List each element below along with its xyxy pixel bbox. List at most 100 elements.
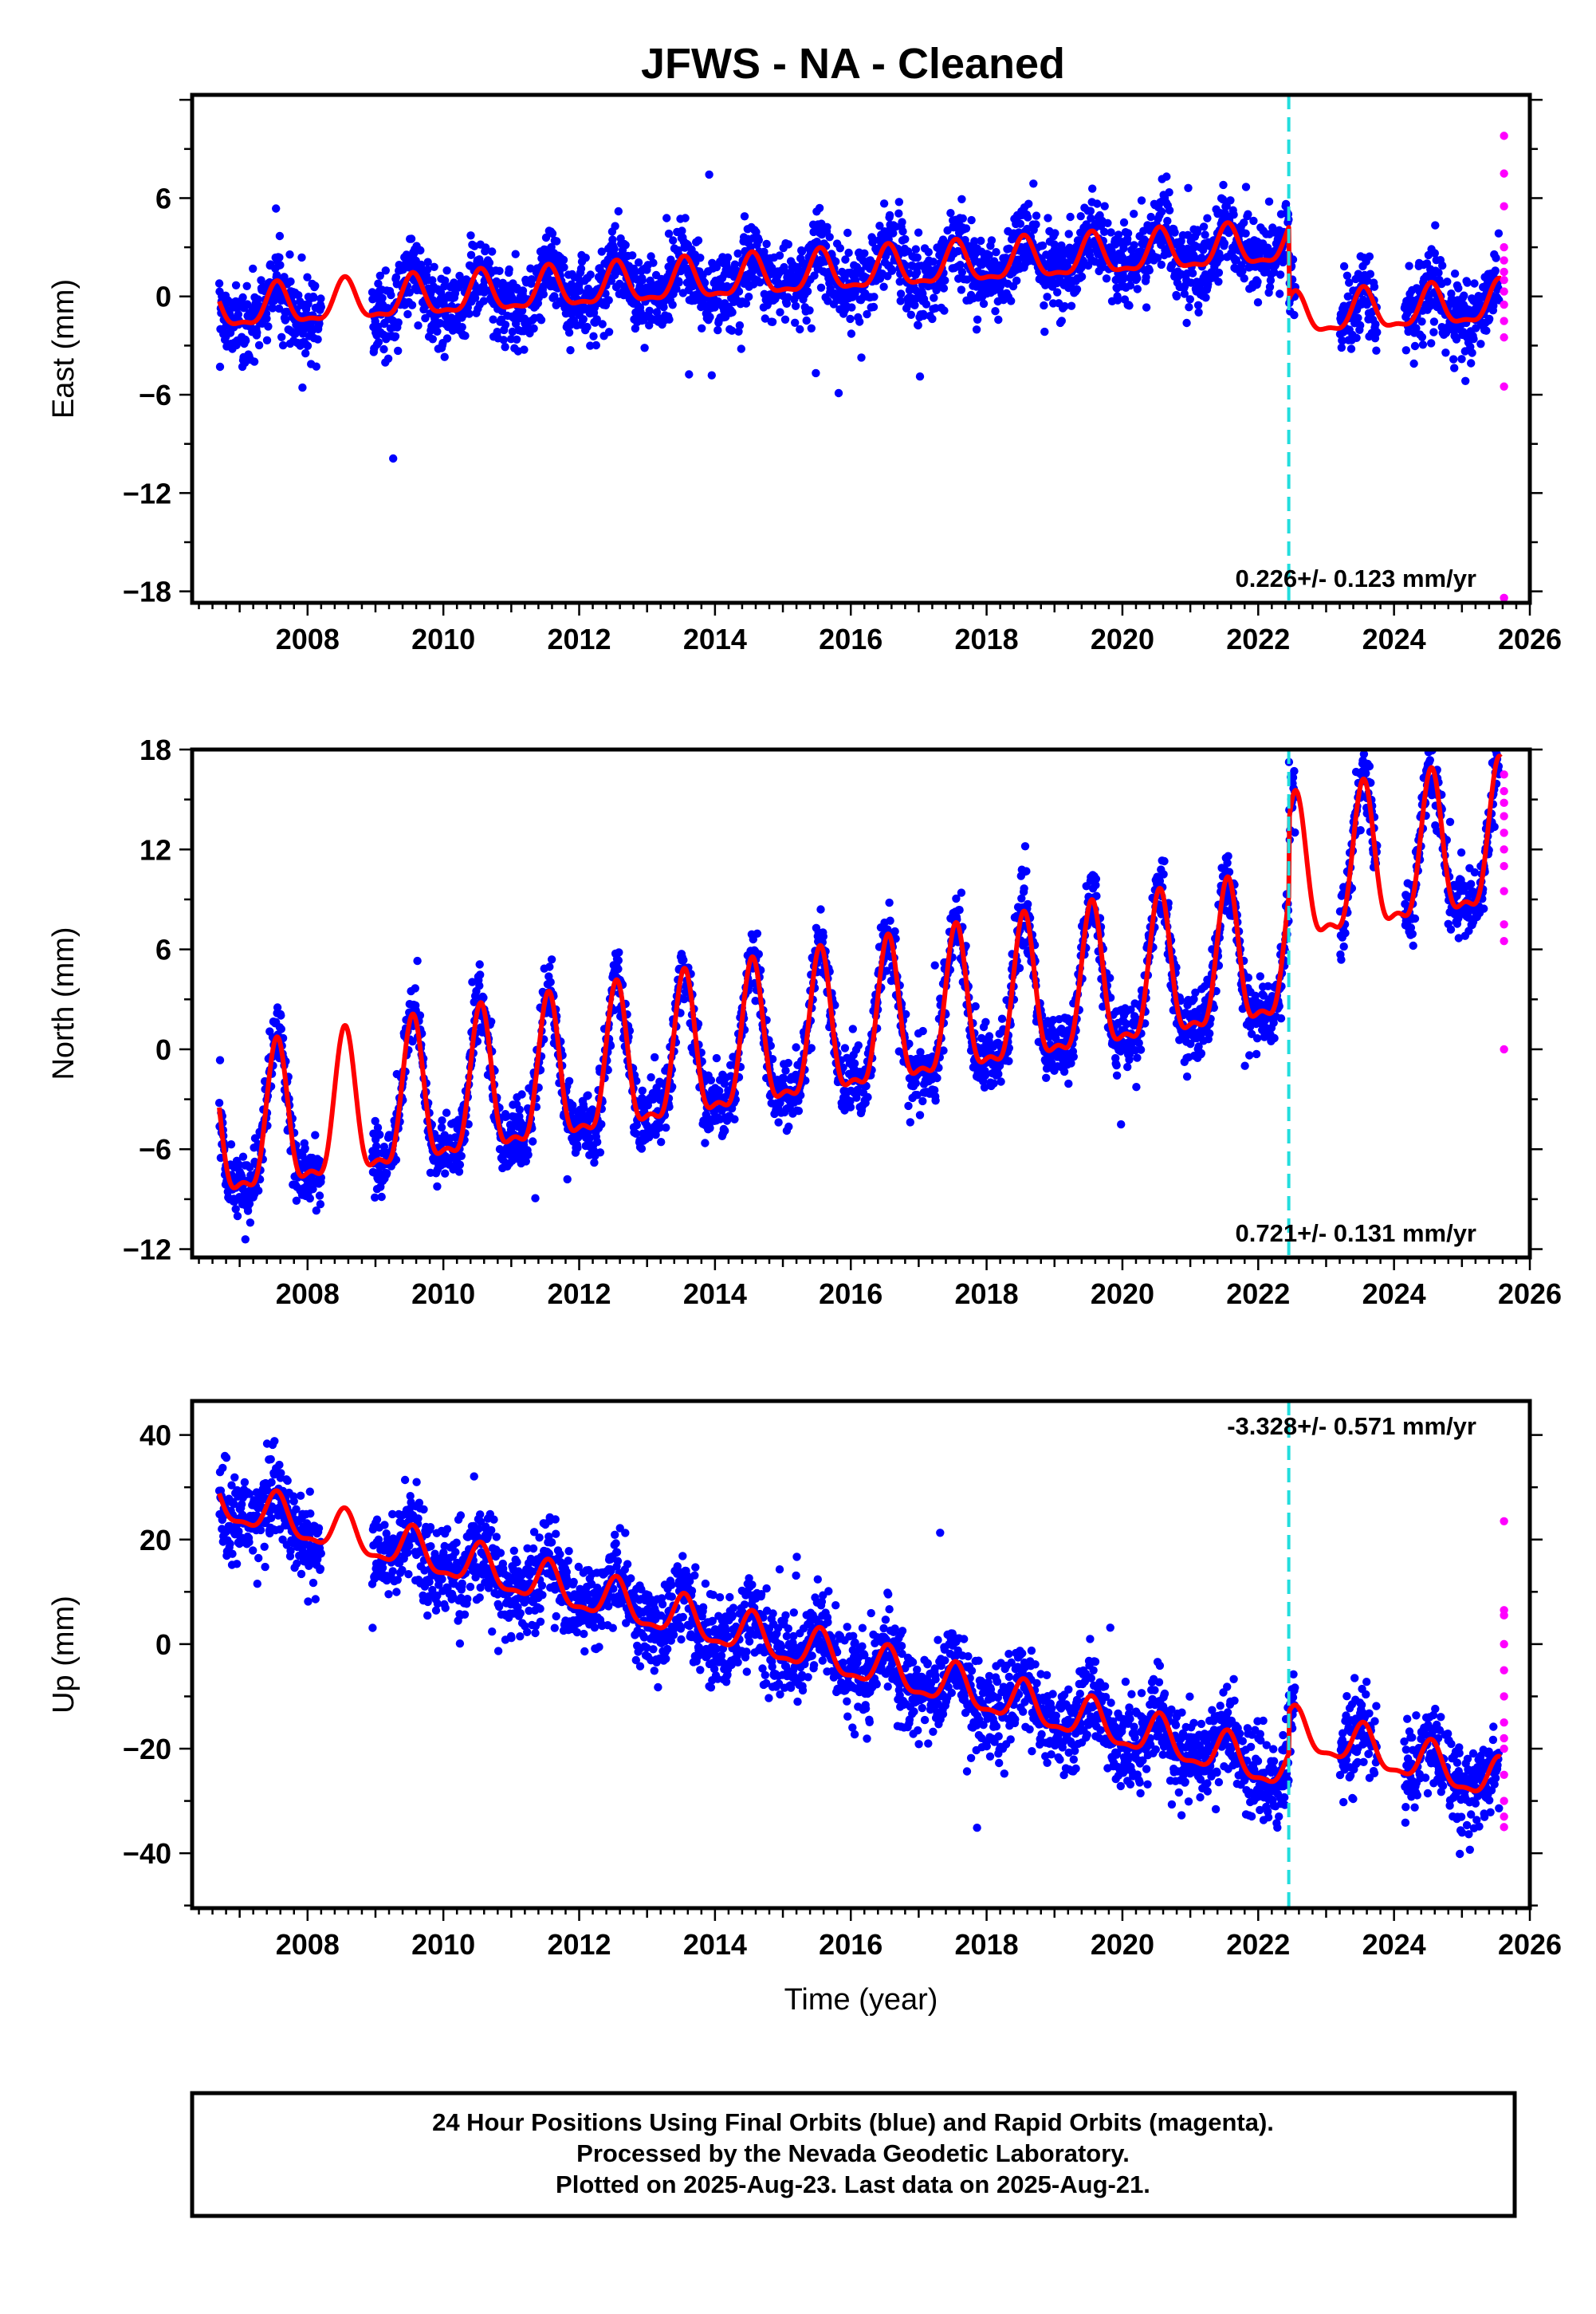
data-point [387, 290, 395, 300]
data-point [812, 368, 820, 378]
data-point [890, 927, 899, 936]
data-point [784, 1122, 793, 1131]
data-point [440, 352, 449, 361]
data-point [455, 1160, 465, 1169]
data-point [918, 1026, 927, 1036]
x-tick-label: 2014 [683, 623, 747, 655]
data-point [1188, 269, 1197, 277]
data-point [1417, 317, 1426, 326]
data-point [1219, 180, 1228, 190]
rapid-orbit-points [1500, 132, 1508, 603]
data-point [869, 302, 879, 312]
data-point [1356, 321, 1365, 330]
data-point [529, 324, 538, 333]
data-point [1193, 301, 1203, 309]
data-point [672, 285, 681, 293]
data-point [1467, 359, 1476, 368]
data-point [389, 454, 398, 463]
data-point [614, 956, 623, 965]
data-point [375, 271, 384, 280]
data-point [792, 1043, 800, 1052]
data-point [505, 265, 513, 274]
data-point [840, 1044, 850, 1053]
data-point [277, 1011, 285, 1020]
data-point [466, 250, 476, 259]
data-point [946, 209, 955, 218]
data-point [1240, 274, 1248, 283]
data-point [961, 224, 971, 233]
data-point [428, 276, 437, 285]
data-point [957, 285, 966, 294]
data-point [730, 1115, 739, 1124]
data-point [958, 214, 968, 223]
data-point [475, 982, 484, 990]
data-point [411, 984, 419, 993]
x-ticks [198, 604, 1531, 616]
data-point [547, 955, 556, 964]
data-point [1016, 219, 1025, 228]
data-point [879, 282, 888, 291]
data-point [375, 1130, 384, 1139]
data-point [940, 306, 949, 315]
data-point [286, 277, 295, 286]
data-point [423, 258, 432, 266]
data-point [1142, 303, 1151, 312]
x-tick-label: 2026 [1498, 623, 1562, 655]
data-point [489, 315, 497, 324]
data-point [664, 229, 674, 238]
data-point [668, 301, 677, 309]
data-point [294, 291, 303, 300]
data-point [1123, 229, 1133, 238]
data-point [1469, 334, 1478, 344]
data-point [1492, 254, 1500, 262]
data-point [1366, 270, 1375, 278]
data-point [285, 250, 294, 259]
data-point [539, 289, 548, 299]
data-point [1409, 359, 1418, 368]
data-point [253, 328, 261, 337]
data-point [303, 341, 313, 350]
x-tick-label: 2012 [547, 623, 611, 655]
data-point [1044, 214, 1052, 222]
data-point [1024, 213, 1032, 222]
data-point [1165, 188, 1173, 197]
data-point [1051, 229, 1059, 238]
data-point [1352, 333, 1361, 342]
data-point [374, 338, 383, 347]
data-point [662, 1124, 670, 1132]
data-point [885, 211, 894, 220]
chart-title: JFWS - NA - Cleaned [641, 40, 1065, 88]
data-point [992, 248, 1000, 257]
data-point [550, 292, 559, 301]
y-tick-label: 6 [155, 182, 171, 214]
data-point [1043, 293, 1052, 301]
data-point [638, 1086, 647, 1096]
data-point [560, 263, 568, 272]
data-point [971, 1002, 980, 1011]
data-point [1441, 348, 1450, 357]
data-point [249, 264, 257, 274]
data-point [972, 325, 981, 334]
data-point [1024, 199, 1033, 208]
data-point [566, 346, 575, 355]
data-point [242, 281, 251, 290]
data-point [768, 317, 777, 326]
data-point [373, 1124, 383, 1132]
data-point [614, 207, 623, 216]
data-point [746, 242, 755, 252]
data-point [579, 315, 588, 324]
data-point [898, 227, 907, 236]
data-point [564, 328, 574, 337]
data-point [631, 268, 639, 277]
data-point [922, 300, 931, 309]
data-point [913, 253, 922, 262]
data-point [226, 1140, 236, 1149]
data-point [423, 265, 432, 274]
data-point [1450, 364, 1459, 372]
data-point [807, 324, 816, 333]
data-point [854, 1041, 863, 1050]
data-point [586, 270, 595, 279]
data-point [403, 309, 412, 319]
data-point [733, 249, 742, 258]
data-point [1146, 212, 1155, 222]
